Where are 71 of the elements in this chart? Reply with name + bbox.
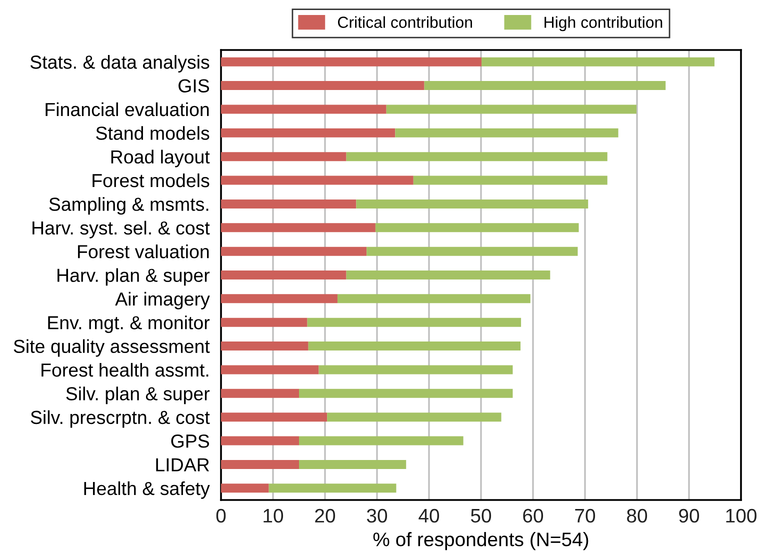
x-tick-label: 0 xyxy=(216,508,226,523)
y-tick-label: Forest models xyxy=(92,173,210,188)
y-tick-label: Harv. plan & super xyxy=(58,268,210,286)
x-tick-label: 10 xyxy=(264,508,284,523)
y-tick-label: LIDAR xyxy=(156,458,210,472)
x-tick-label: 20 xyxy=(315,508,336,523)
bar xyxy=(221,104,386,114)
x-tick-label: 40 xyxy=(418,508,440,523)
y-tick-label: Stand models xyxy=(96,126,210,140)
bar xyxy=(356,199,588,208)
bar xyxy=(221,223,376,232)
bar xyxy=(221,270,346,280)
x-tick-label: 80 xyxy=(627,508,648,523)
y-tick-label: Silv. prescrptn. & cost xyxy=(30,410,210,428)
x-tick-label: 90 xyxy=(679,508,700,523)
bar xyxy=(318,365,513,374)
bar xyxy=(366,246,578,256)
bar xyxy=(375,223,579,232)
y-tick-label: Financial evaluation xyxy=(46,102,209,116)
x-tick-label: 60 xyxy=(523,508,544,523)
y-tick-label: Forest health assmt. xyxy=(42,362,208,377)
bar xyxy=(346,270,550,280)
bar xyxy=(299,388,513,398)
x-axis-title: % of respondents (N=54) xyxy=(373,532,588,550)
bar xyxy=(307,318,522,327)
legend-label: High contribution xyxy=(544,16,662,32)
bar xyxy=(299,436,464,446)
bar xyxy=(221,342,308,351)
y-tick-label: GIS xyxy=(178,79,210,93)
bar xyxy=(386,104,636,114)
bar xyxy=(299,460,406,469)
y-tick-label: Site quality assessment xyxy=(14,339,210,357)
bar xyxy=(346,152,608,162)
x-tick-label: 100 xyxy=(726,508,756,523)
y-tick-label: Road layout xyxy=(111,150,210,168)
bar xyxy=(221,176,414,185)
bar xyxy=(221,412,328,422)
bar xyxy=(221,199,356,208)
bar xyxy=(337,294,530,304)
y-tick-label: Stats. & data analysis xyxy=(30,55,210,73)
bar xyxy=(221,57,482,66)
bar xyxy=(221,484,269,493)
bar xyxy=(221,152,346,162)
bar xyxy=(221,128,396,138)
y-tick-label: Air imagery xyxy=(115,292,210,310)
bar xyxy=(221,460,299,469)
bar xyxy=(221,365,319,374)
bar xyxy=(221,294,338,304)
bar xyxy=(424,81,666,90)
bar xyxy=(413,176,608,185)
bar xyxy=(482,57,714,66)
bar xyxy=(268,484,396,493)
y-tick-label: GPS xyxy=(171,434,210,448)
y-tick-label: Silv. plan & super xyxy=(66,386,210,404)
x-tick-label: 30 xyxy=(366,508,388,523)
y-tick-label: Harv. syst. sel. & cost xyxy=(32,220,210,238)
bar xyxy=(221,436,299,446)
x-tick-label: 50 xyxy=(470,508,492,523)
bar xyxy=(327,412,502,422)
legend-label: Critical contribution xyxy=(338,16,472,28)
y-tick-label: Env. mgt. & monitor xyxy=(48,316,210,334)
y-tick-label: Forest valuation xyxy=(78,244,209,258)
bar xyxy=(395,128,618,138)
y-tick-label: Health & safety xyxy=(84,481,210,499)
bar xyxy=(221,246,367,256)
y-tick-label: Sampling & msmts. xyxy=(49,197,208,215)
bar xyxy=(221,388,299,398)
bar xyxy=(221,81,424,90)
x-tick-label: 70 xyxy=(575,508,596,523)
bar xyxy=(221,318,308,327)
bar xyxy=(308,342,521,351)
